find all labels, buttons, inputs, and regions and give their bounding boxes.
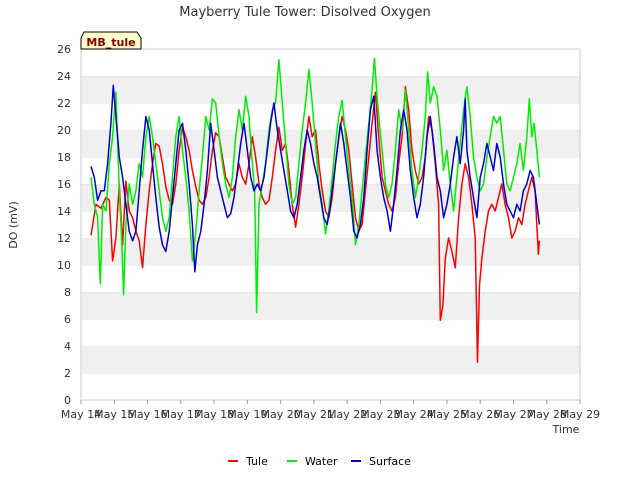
series-lines <box>90 57 541 363</box>
grid-band <box>81 373 580 400</box>
grid-band <box>81 346 580 373</box>
y-tick-label: 18 <box>57 151 71 164</box>
x-tick-label: May 17 <box>161 408 201 421</box>
plot-area-frame <box>80 48 581 401</box>
x-tick-label: May 20 <box>260 408 300 421</box>
y-tick-label: 16 <box>57 178 71 191</box>
station-badge-label: MB_tule <box>86 36 135 49</box>
x-tick-label: May 19 <box>227 408 267 421</box>
x-tick-label: May 25 <box>427 408 467 421</box>
x-tick-label: May 23 <box>360 408 400 421</box>
station-badge: MB_tule <box>80 31 142 50</box>
y-tick-label: 2 <box>64 367 71 380</box>
y-tick-label: 4 <box>64 340 71 353</box>
legend-label-water: Water <box>305 455 338 468</box>
y-tick-label: 26 <box>57 43 71 56</box>
x-tick-label: May 28 <box>527 408 567 421</box>
y-tick-label: 10 <box>57 259 71 272</box>
y-tick-label: 22 <box>57 97 71 110</box>
y-tick-label: 12 <box>57 232 71 245</box>
grid-band <box>81 103 580 130</box>
chart-title: Mayberry Tule Tower: Disolved Oxygen <box>179 5 430 20</box>
grid-band <box>81 238 580 265</box>
grid-band <box>81 265 580 292</box>
x-tick-label: May 16 <box>127 408 167 421</box>
y-tick-label: 8 <box>64 286 71 299</box>
grid-band <box>81 211 580 238</box>
x-tick-label: May 26 <box>460 408 500 421</box>
y-axis-label: DO (mV) <box>7 201 20 248</box>
y-tick-label: 14 <box>57 205 71 218</box>
grid-band <box>81 49 580 76</box>
x-tick-label: May 14 <box>61 408 101 421</box>
x-tick-label: May 22 <box>327 408 367 421</box>
series-line-surface <box>90 84 541 273</box>
grid-band <box>81 292 580 319</box>
grid-band <box>81 319 580 346</box>
x-axis-label: Time <box>552 423 580 436</box>
y-tick-label: 6 <box>64 313 71 326</box>
grid-bands <box>81 48 580 400</box>
x-tick-label: May 29 <box>560 408 600 421</box>
x-tick-label: May 21 <box>294 408 334 421</box>
grid-band <box>81 76 580 103</box>
series-line-water <box>90 57 541 314</box>
x-tick-label: May 15 <box>94 408 134 421</box>
legend-label-tule: Tule <box>245 455 268 468</box>
x-tick-label: May 18 <box>194 408 234 421</box>
y-tick-label: 24 <box>57 70 71 83</box>
y-tick-label: 0 <box>64 394 71 407</box>
x-tick-label: May 27 <box>493 408 533 421</box>
legend: Tule Water Surface <box>228 455 411 468</box>
x-tick-label: May 24 <box>394 408 434 421</box>
y-tick-label: 20 <box>57 124 71 137</box>
legend-label-surface: Surface <box>369 455 411 468</box>
